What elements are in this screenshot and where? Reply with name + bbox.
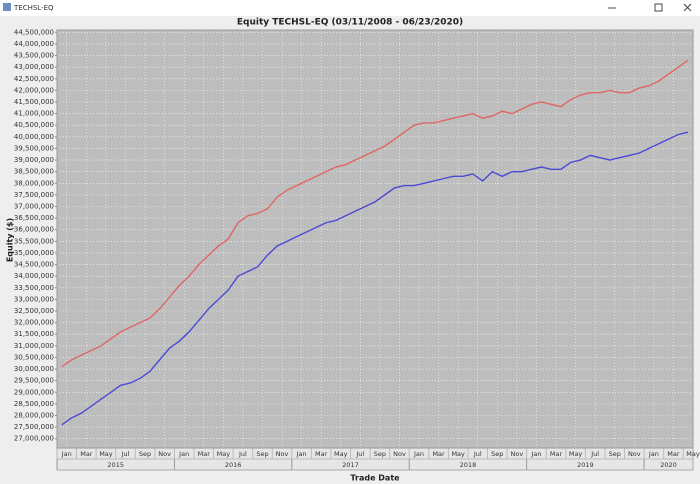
y-tick-label: 39,500,000 xyxy=(14,144,54,152)
year-label: 2015 xyxy=(107,461,124,469)
x-tick-label: Sep xyxy=(609,450,621,458)
x-tick-label: Mar xyxy=(80,450,93,458)
y-tick-label: 37,500,000 xyxy=(14,191,54,199)
y-tick-label: 43,000,000 xyxy=(14,63,54,71)
y-tick-label: 42,500,000 xyxy=(14,75,54,83)
x-tick-label: Mar xyxy=(198,450,211,458)
x-tick-label: Nov xyxy=(511,450,524,458)
x-tick-label: Jan xyxy=(61,450,72,458)
y-tick-label: 41,500,000 xyxy=(14,98,54,106)
y-tick-label: 31,500,000 xyxy=(14,330,54,338)
window-icon xyxy=(3,3,11,11)
y-tick-label: 31,000,000 xyxy=(14,342,54,350)
x-tick-label: Jan xyxy=(178,450,189,458)
equity-line xyxy=(61,131,689,426)
y-tick-label: 30,000,000 xyxy=(14,365,54,373)
x-tick-label: Nov xyxy=(276,450,289,458)
x-tick-label: May xyxy=(451,450,465,458)
x-tick-label: Jan xyxy=(296,450,307,458)
y-tick-label: 29,500,000 xyxy=(14,377,54,385)
y-tick-label: 41,000,000 xyxy=(14,110,54,118)
y-tick-label: 44,000,000 xyxy=(14,40,54,48)
year-label: 2016 xyxy=(225,461,242,469)
chart-title: Equity TECHSL-EQ (03/11/2008 - 06/23/202… xyxy=(237,18,463,28)
y-tick-label: 38,500,000 xyxy=(14,168,54,176)
y-tick-label: 35,000,000 xyxy=(14,249,54,257)
year-label: 2018 xyxy=(460,461,477,469)
close-button[interactable] xyxy=(683,3,692,12)
y-tick-label: 33,000,000 xyxy=(14,295,54,303)
x-tick-label: Mar xyxy=(315,450,328,458)
y-tick-label: 30,500,000 xyxy=(14,353,54,361)
plot-border xyxy=(56,29,694,449)
x-tick-label: Jan xyxy=(413,450,424,458)
window-title: TECHSL-EQ xyxy=(13,4,54,12)
y-tick-label: 29,000,000 xyxy=(14,388,54,396)
x-tick-label: Sep xyxy=(139,450,151,458)
x-tick-label: May xyxy=(334,450,348,458)
y-tick-label: 43,500,000 xyxy=(14,52,54,60)
y-tick-label: 28,000,000 xyxy=(14,411,54,419)
y-tick-label: 37,000,000 xyxy=(14,202,54,210)
y-tick-label: 33,500,000 xyxy=(14,284,54,292)
x-tick-label: May xyxy=(569,450,583,458)
y-tick-label: 27,500,000 xyxy=(14,423,54,431)
x-tick-label: Jul xyxy=(355,450,364,458)
title-bar xyxy=(0,0,700,16)
x-tick-label: Nov xyxy=(393,450,406,458)
y-tick-label: 39,000,000 xyxy=(14,156,54,164)
y-tick-label: 34,500,000 xyxy=(14,261,54,269)
x-tick-label: Nov xyxy=(628,450,641,458)
y-tick-label: 42,000,000 xyxy=(14,86,54,94)
y-tick-label: 44,500,000 xyxy=(14,28,54,36)
y-tick-label: 36,500,000 xyxy=(14,214,54,222)
y-tick-label: 40,500,000 xyxy=(14,121,54,129)
x-tick-label: Jul xyxy=(590,450,599,458)
x-tick-label: May xyxy=(99,450,113,458)
y-tick-label: 38,000,000 xyxy=(14,179,54,187)
y-tick-label: 36,000,000 xyxy=(14,226,54,234)
x-tick-label: Mar xyxy=(550,450,563,458)
y-tick-label: 35,500,000 xyxy=(14,237,54,245)
plot-area xyxy=(57,30,693,448)
y-tick-label: 28,500,000 xyxy=(14,400,54,408)
y-tick-label: 32,500,000 xyxy=(14,307,54,315)
x-tick-label: Sep xyxy=(256,450,268,458)
x-tick-label: Sep xyxy=(374,450,386,458)
x-tick-label: May xyxy=(686,450,700,458)
x-tick-label: Jul xyxy=(473,450,482,458)
y-tick-label: 34,000,000 xyxy=(14,272,54,280)
x-tick-label: Mar xyxy=(667,450,680,458)
x-tick-label: Jan xyxy=(530,450,541,458)
equity-line xyxy=(61,59,689,368)
maximize-button[interactable] xyxy=(654,3,663,12)
year-label: 2019 xyxy=(577,461,594,469)
y-axis-label: Equity ($) xyxy=(6,218,15,262)
year-label: 2020 xyxy=(660,461,677,469)
y-tick-label: 27,000,000 xyxy=(14,435,54,443)
x-tick-label: Mar xyxy=(432,450,445,458)
y-tick-label: 40,000,000 xyxy=(14,133,54,141)
x-tick-label: Sep xyxy=(491,450,503,458)
y-tick-label: 32,000,000 xyxy=(14,319,54,327)
x-tick-label: Jul xyxy=(121,450,130,458)
x-tick-label: Jul xyxy=(238,450,247,458)
x-axis-label: Trade Date xyxy=(350,474,400,483)
x-tick-label: Jan xyxy=(648,450,659,458)
x-tick-label: Nov xyxy=(158,450,171,458)
x-tick-label: May xyxy=(217,450,231,458)
year-label: 2017 xyxy=(342,461,359,469)
